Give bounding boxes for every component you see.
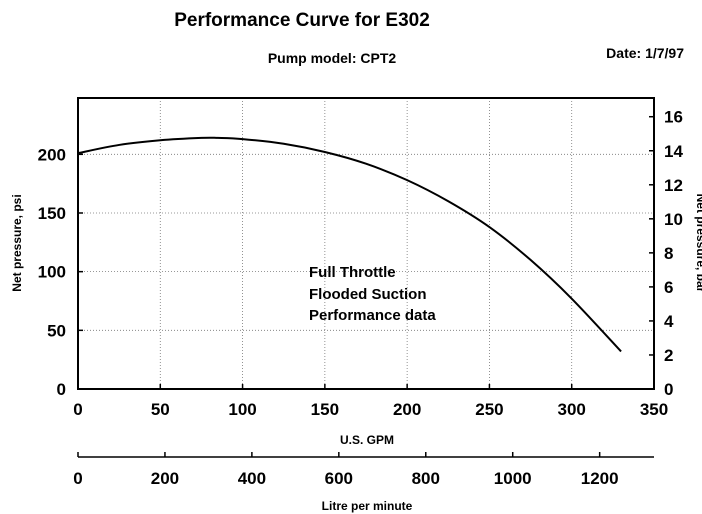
y-tick-label: 200 — [38, 145, 66, 164]
x2-tick-label: 1200 — [581, 469, 619, 488]
grid-lines — [78, 98, 654, 389]
series-group — [77, 136, 622, 353]
x2-tick-label: 600 — [325, 469, 353, 488]
plot-frame — [77, 97, 655, 390]
y2-tick-label: 2 — [664, 346, 673, 365]
date-label: Date: 1/7/97 — [606, 45, 684, 61]
y2-tick-label: 16 — [664, 108, 683, 127]
annotation-line-1: Full Throttle — [309, 264, 396, 281]
y-axis-label: Net pressure, psi — [10, 194, 24, 291]
x-axis-ticks: 0 50 100 150 200 250 300 350 — [73, 384, 668, 419]
x-tick-label: 350 — [640, 400, 668, 419]
x2-tick-label: 1000 — [494, 469, 532, 488]
x2-axis-ticks: 0 200 400 600 800 1000 1200 — [73, 452, 619, 488]
x-tick-label: 200 — [393, 400, 421, 419]
y-tick-label: 0 — [57, 380, 66, 399]
annotation-line-2: Flooded Suction — [309, 286, 427, 303]
y2-tick-label: 10 — [664, 210, 683, 229]
y2-axis-label: Net pressure, bar — [694, 194, 702, 293]
y2-tick-label: 14 — [664, 142, 683, 161]
chart-title: Performance Curve for E302 — [174, 10, 430, 31]
y2-tick-label: 8 — [664, 244, 673, 263]
x-tick-label: 0 — [73, 400, 82, 419]
annotation-line-3: Performance data — [309, 307, 436, 324]
x-axis-label: U.S. GPM — [340, 433, 394, 447]
y2-tick-label: 12 — [664, 176, 683, 195]
x2-tick-label: 200 — [151, 469, 179, 488]
y-tick-label: 100 — [38, 263, 66, 282]
x-tick-label: 250 — [475, 400, 503, 419]
pump-model-label: Pump model: CPT2 — [268, 50, 397, 66]
y-axis-ticks: 0 50 100 150 200 — [38, 145, 83, 399]
x2-tick-label: 400 — [238, 469, 266, 488]
x2-axis-label: Litre per minute — [322, 499, 413, 513]
y-tick-label: 50 — [47, 321, 66, 340]
y2-tick-label: 0 — [664, 380, 673, 399]
x-tick-label: 100 — [228, 400, 256, 419]
x2-tick-label: 800 — [412, 469, 440, 488]
series-line — [77, 136, 622, 353]
y2-tick-label: 4 — [664, 312, 674, 331]
x-tick-label: 150 — [311, 400, 339, 419]
y2-tick-label: 6 — [664, 278, 673, 297]
x2-tick-label: 0 — [73, 469, 82, 488]
x-tick-label: 50 — [151, 400, 170, 419]
y-tick-label: 150 — [38, 204, 66, 223]
y2-axis-ticks: 0 2 4 6 8 10 12 14 16 — [649, 108, 683, 399]
x-tick-label: 300 — [558, 400, 586, 419]
